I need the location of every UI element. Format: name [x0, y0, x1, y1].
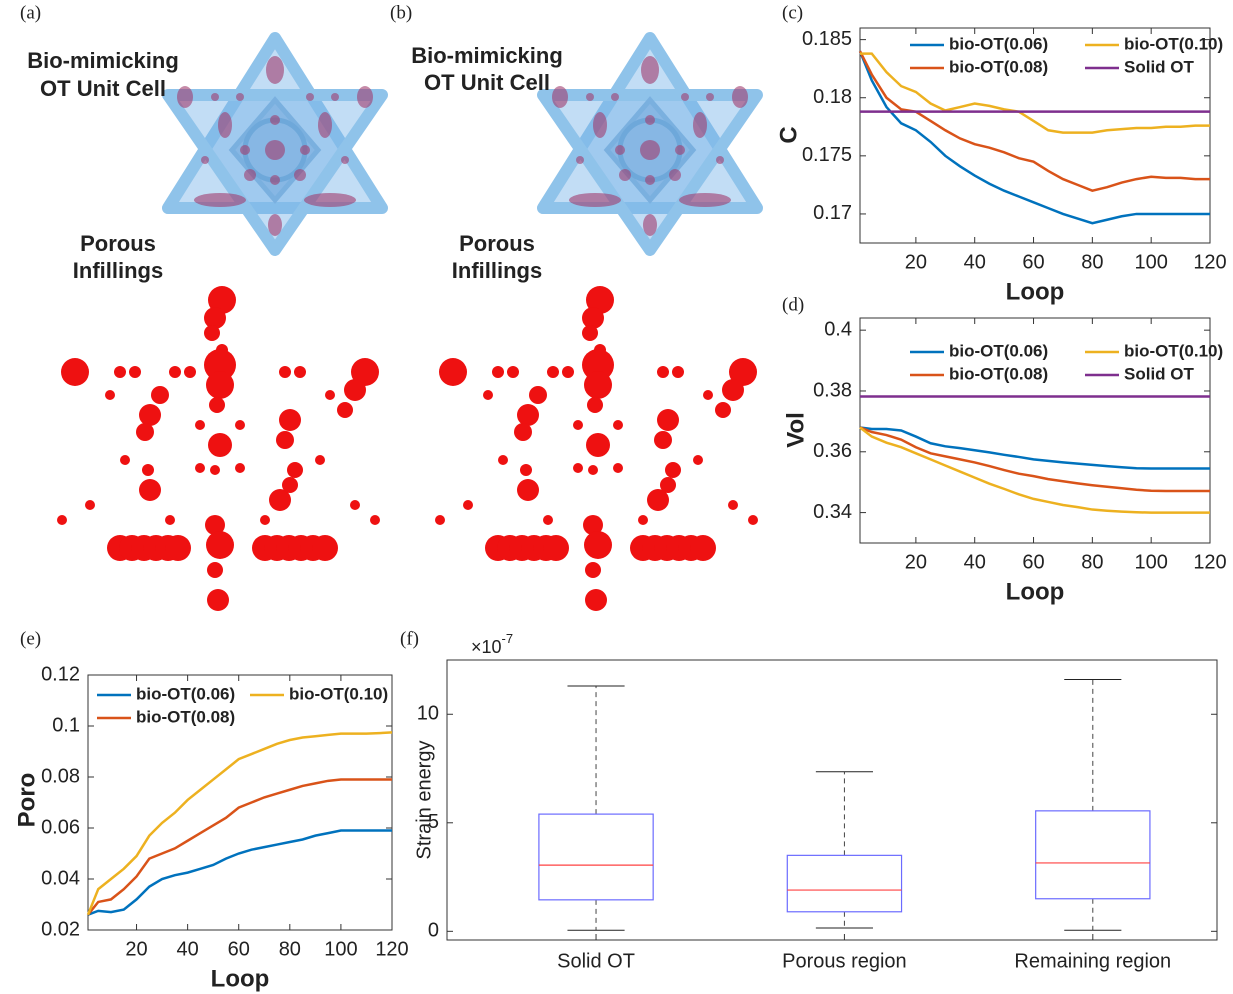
- data-line: [859, 426, 1210, 493]
- legend-label: bio-OT(0.06): [136, 684, 235, 703]
- plot-frame: [87, 674, 393, 931]
- y-axis-label: C: [775, 126, 802, 143]
- x-tick-label: 120: [1193, 251, 1226, 273]
- y-tick-label: 0.04: [41, 867, 80, 889]
- y-tick-label: 0.18: [813, 86, 852, 108]
- panel-label: (b): [390, 2, 412, 23]
- y-tick-label: 0.17: [813, 202, 852, 224]
- x-tick-label: 120: [1193, 551, 1226, 573]
- plot-frame: [859, 27, 1211, 244]
- panel-title: Porous: [459, 231, 535, 256]
- y-tick-label: 0.4: [824, 318, 852, 340]
- x-tick-label: 80: [1081, 551, 1103, 573]
- panel-label: (c): [782, 2, 803, 23]
- multiplier-exponent: -7: [502, 631, 514, 646]
- data-line: [859, 426, 1210, 470]
- x-tick-label: 20: [905, 551, 927, 573]
- panel-title: Infillings: [452, 258, 542, 283]
- legend-label: Solid OT: [1124, 364, 1195, 383]
- legend-label: bio-OT(0.06): [949, 34, 1048, 53]
- panel-title: Bio-mimicking: [27, 48, 179, 73]
- x-tick-label: 20: [125, 938, 147, 960]
- x-tick-label: 40: [964, 251, 986, 273]
- x-tick-label: 60: [228, 938, 250, 960]
- porous-infill-render: [57, 286, 380, 611]
- legend-label: bio-OT(0.10): [1124, 341, 1223, 360]
- legend-label: bio-OT(0.10): [289, 684, 388, 703]
- porous-infill-render: [435, 286, 758, 611]
- y-tick-label: 0.1: [52, 714, 80, 736]
- y-axis-label: Strain energy: [413, 741, 435, 860]
- multiplier-base: ×10: [471, 637, 502, 657]
- plot-frame: [446, 659, 1218, 941]
- y-tick-label: 0: [428, 920, 439, 942]
- y-tick-label: 0.34: [813, 501, 852, 523]
- x-axis-label: Loop: [1006, 578, 1065, 605]
- panel-label: (f): [400, 628, 419, 649]
- data-line: [859, 426, 1210, 514]
- x-tick-label: 80: [1081, 251, 1103, 273]
- y-tick-label: 10: [417, 703, 439, 725]
- y-tick-label: 5: [428, 811, 439, 833]
- x-tick-label: 100: [324, 938, 357, 960]
- y-axis-label: Poro: [13, 773, 40, 828]
- panel-label: (a): [20, 2, 41, 23]
- y-tick-label: 0.175: [802, 144, 852, 166]
- data-line: [86, 731, 393, 916]
- x-axis-label: Loop: [211, 965, 270, 992]
- panel-label: (d): [782, 294, 804, 315]
- y-tick-label: 0.36: [813, 440, 852, 462]
- panel-label: (e): [20, 628, 41, 649]
- legend-label: bio-OT(0.08): [949, 364, 1048, 383]
- x-tick-label: 80: [279, 938, 301, 960]
- x-tick-label: 100: [1134, 251, 1167, 273]
- legend-label: bio-OT(0.08): [136, 707, 235, 726]
- x-axis-label: Loop: [1006, 278, 1065, 305]
- data-line: [87, 778, 392, 916]
- x-tick-label: 60: [1022, 551, 1044, 573]
- axis-multiplier: ×10-7: [471, 631, 513, 656]
- legend-label: bio-OT(0.06): [949, 341, 1048, 360]
- x-tick-label: Remaining region: [1014, 950, 1171, 972]
- unit-cell-render: [168, 38, 382, 250]
- x-tick-label: 20: [905, 251, 927, 273]
- x-tick-label: 120: [375, 938, 408, 960]
- legend-label: bio-OT(0.08): [949, 57, 1048, 76]
- x-tick-label: Porous region: [782, 950, 907, 972]
- legend-label: Solid OT: [1124, 57, 1195, 76]
- y-tick-label: 0.08: [41, 765, 80, 787]
- x-tick-label: Solid OT: [557, 950, 635, 972]
- data-line: [860, 52, 1210, 134]
- x-tick-label: 40: [964, 551, 986, 573]
- box: [538, 813, 654, 901]
- y-axis-label: Vol: [782, 412, 809, 448]
- legend-label: bio-OT(0.10): [1124, 34, 1223, 53]
- box: [786, 854, 903, 913]
- data-line: [858, 50, 1210, 225]
- y-tick-label: 0.185: [802, 28, 852, 50]
- panel-title: Bio-mimicking: [411, 43, 563, 68]
- y-tick-label: 0.12: [41, 663, 80, 685]
- data-line: [87, 829, 392, 916]
- x-tick-label: 60: [1022, 251, 1044, 273]
- x-tick-label: 40: [177, 938, 199, 960]
- y-tick-label: 0.06: [41, 816, 80, 838]
- panel-title: Infillings: [73, 258, 163, 283]
- panel-title: OT Unit Cell: [424, 70, 550, 95]
- box: [1035, 810, 1151, 900]
- unit-cell-render: [543, 38, 757, 250]
- panel-title: Porous: [80, 231, 156, 256]
- y-tick-label: 0.38: [813, 379, 852, 401]
- x-tick-label: 100: [1134, 551, 1167, 573]
- panel-title: OT Unit Cell: [40, 76, 166, 101]
- y-tick-label: 0.02: [41, 918, 80, 940]
- plot-frame: [859, 317, 1211, 544]
